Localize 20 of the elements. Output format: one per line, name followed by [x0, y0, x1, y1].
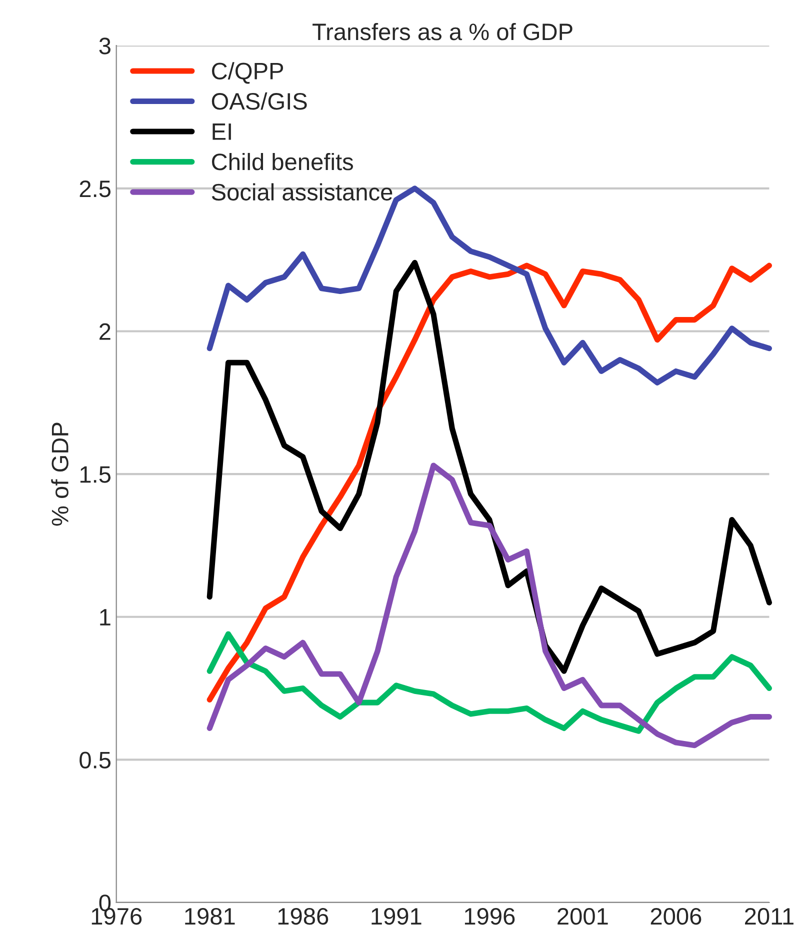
- legend-label: Social assistance: [212, 183, 392, 201]
- x-tick-label: 2006: [650, 908, 702, 925]
- x-tick-label: 1986: [278, 908, 328, 925]
- chart-title: Transfers as a % of GDP: [312, 22, 572, 40]
- legend-label: OAS/GIS: [212, 92, 307, 110]
- y-tick-label: 1: [100, 609, 110, 626]
- y-tick-label: 2.5: [80, 180, 111, 198]
- x-tick-label: 2011: [745, 908, 794, 925]
- x-tick-label: 1996: [464, 908, 515, 925]
- legend-label: C/QPP: [212, 62, 284, 84]
- y-tick-label: 2: [100, 323, 110, 340]
- legend-label: Child benefits: [212, 152, 354, 170]
- x-tick-label: 1991: [372, 908, 422, 925]
- y-tick-label: 3: [99, 38, 110, 54]
- x-tick-label: 2001: [558, 908, 608, 925]
- y-axis-title: % of GDP: [51, 422, 68, 526]
- y-tick-label: 1.5: [80, 466, 111, 483]
- legend-label: EI: [212, 124, 231, 140]
- x-tick-label: 1981: [185, 908, 235, 925]
- y-tick-label: 0.5: [80, 752, 111, 768]
